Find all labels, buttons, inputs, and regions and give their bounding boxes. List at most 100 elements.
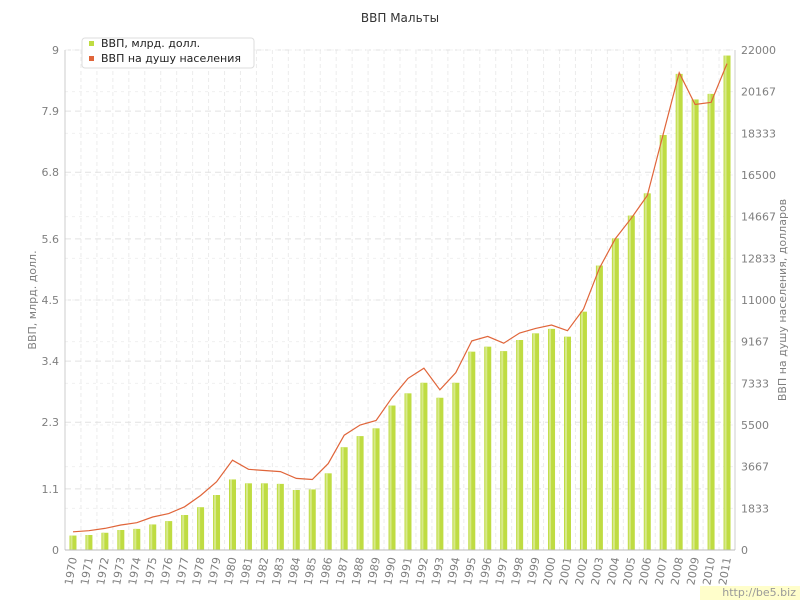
gdp-bar-highlight bbox=[86, 535, 89, 550]
x-tick-label: 1996 bbox=[477, 556, 495, 586]
bars-layer bbox=[69, 55, 731, 551]
y-tick-label: 0 bbox=[52, 544, 59, 557]
gdp-bar-highlight bbox=[134, 528, 137, 550]
gdp-bar-highlight bbox=[373, 428, 376, 550]
x-tick-label: 1995 bbox=[461, 556, 479, 586]
gdp-bar-highlight bbox=[437, 397, 440, 550]
x-tick-label: 1991 bbox=[397, 556, 415, 586]
gdp-bar bbox=[707, 93, 715, 550]
y2-tick-label: 7333 bbox=[741, 377, 769, 390]
gdp-bar bbox=[165, 521, 173, 550]
x-tick-label: 2001 bbox=[557, 556, 575, 586]
y2-tick-label: 12833 bbox=[741, 252, 776, 265]
gdp-bar bbox=[324, 473, 332, 550]
chart-title: ВВП Мальты bbox=[361, 11, 439, 25]
x-tick-label: 1993 bbox=[429, 556, 447, 586]
x-tick-label: 1985 bbox=[302, 556, 320, 586]
x-tick-label: 1973 bbox=[110, 556, 128, 586]
gdp-bar-highlight bbox=[214, 495, 217, 550]
gdp-bar bbox=[133, 528, 141, 550]
gdp-bar-highlight bbox=[182, 515, 185, 550]
gdp-bar bbox=[532, 333, 540, 550]
gdp-bar-highlight bbox=[405, 393, 408, 550]
gdp-bar bbox=[659, 135, 667, 550]
gdp-bar bbox=[340, 447, 348, 550]
gdp-bar-highlight bbox=[517, 340, 520, 550]
legend-box bbox=[81, 37, 255, 69]
x-tick-label: 1987 bbox=[333, 556, 351, 586]
x-tick-label: 2007 bbox=[653, 556, 671, 586]
gdp-bar bbox=[691, 99, 699, 550]
line-layer bbox=[72, 63, 728, 533]
gdp-bar bbox=[643, 193, 651, 551]
gdp-bar-highlight bbox=[453, 382, 456, 550]
y-tick-label: 7.9 bbox=[42, 105, 60, 118]
gdp-bar-highlight bbox=[580, 311, 583, 550]
gdp-bar-highlight bbox=[293, 490, 296, 550]
x-tick-label: 1986 bbox=[318, 556, 336, 586]
gdp-bar-highlight bbox=[596, 265, 599, 550]
x-tick-label: 1978 bbox=[190, 556, 208, 586]
gdp-bar-highlight bbox=[612, 238, 615, 551]
y-axis-title: ВВП, млрд. долл. bbox=[26, 250, 39, 349]
gdp-bar bbox=[675, 73, 683, 550]
gdp-bar bbox=[308, 489, 316, 550]
gdp-bar bbox=[229, 479, 236, 550]
x-tick-label: 2008 bbox=[668, 556, 686, 586]
gdp-bar-highlight bbox=[198, 507, 201, 550]
gdp-bar-highlight bbox=[118, 530, 121, 550]
gdp-bar-highlight bbox=[325, 473, 328, 550]
gdp-bar-highlight bbox=[565, 336, 567, 550]
gdp-bar-highlight bbox=[724, 55, 727, 551]
x-tick-label: 1975 bbox=[142, 556, 160, 586]
gdp-bar-highlight bbox=[102, 532, 105, 550]
gdp-bar bbox=[548, 328, 556, 550]
gdp-bar bbox=[372, 428, 380, 550]
y2-tick-label: 9167 bbox=[741, 336, 769, 349]
x-tick-label: 1970 bbox=[62, 556, 80, 586]
legend-label-gdp: ВВП, млрд. долл. bbox=[101, 37, 200, 50]
gdp-bar-highlight bbox=[469, 351, 472, 550]
legend-label-gdp-per-capita: ВВП на душу населения bbox=[101, 52, 241, 65]
x-tick-label: 1992 bbox=[413, 556, 431, 586]
legend-swatch-gdp-per-capita bbox=[89, 56, 94, 61]
gdp-bar-highlight bbox=[549, 328, 552, 550]
x-tick-label: 2010 bbox=[700, 556, 718, 586]
gdp-bar-highlight bbox=[628, 215, 631, 551]
gdp-bar bbox=[213, 495, 221, 550]
y2-tick-label: 3667 bbox=[741, 461, 769, 474]
x-tick-label: 1984 bbox=[286, 556, 304, 586]
gdp-bar bbox=[149, 524, 157, 550]
x-tick-label: 1994 bbox=[445, 556, 463, 586]
y-tick-label: 9 bbox=[52, 44, 59, 57]
axes-layer: 0 1.1 2.3 3.4 4.5 5.6 6.8 7.9 9 0 1833 3667 5500 7333… bbox=[42, 44, 777, 586]
gdp-bar bbox=[388, 405, 396, 550]
y2-tick-label: 16500 bbox=[741, 169, 776, 182]
gdp-bar bbox=[611, 238, 619, 551]
y2-tick-label: 11000 bbox=[741, 294, 776, 307]
watermark: http://be5.biz bbox=[700, 586, 800, 600]
x-tick-label: 1999 bbox=[525, 556, 543, 586]
x-tick-label: 1989 bbox=[365, 556, 383, 586]
gdp-bar-highlight bbox=[644, 193, 647, 551]
gdp-bar-highlight bbox=[261, 483, 264, 550]
gdp-bar bbox=[484, 346, 492, 550]
y2-tick-label: 14667 bbox=[741, 211, 776, 224]
gdp-bar bbox=[181, 515, 189, 550]
gdp-bar bbox=[356, 436, 364, 550]
x-tick-label: 1998 bbox=[509, 556, 527, 586]
gdp-bar-highlight bbox=[692, 99, 695, 550]
gdp-bar bbox=[404, 393, 412, 550]
gdp-bar bbox=[69, 535, 77, 550]
gdp-bar bbox=[420, 382, 428, 550]
x-tick-label: 1972 bbox=[94, 556, 112, 586]
gdp-bar bbox=[627, 215, 635, 551]
x-tick-label: 2009 bbox=[684, 556, 702, 586]
x-tick-label: 1974 bbox=[126, 556, 144, 586]
gdp-bar bbox=[292, 490, 300, 550]
y2-tick-label: 20167 bbox=[741, 86, 776, 99]
y2-tick-label: 18333 bbox=[741, 127, 776, 140]
x-tick-label: 1981 bbox=[238, 556, 256, 586]
x-tick-label: 2005 bbox=[621, 556, 639, 586]
